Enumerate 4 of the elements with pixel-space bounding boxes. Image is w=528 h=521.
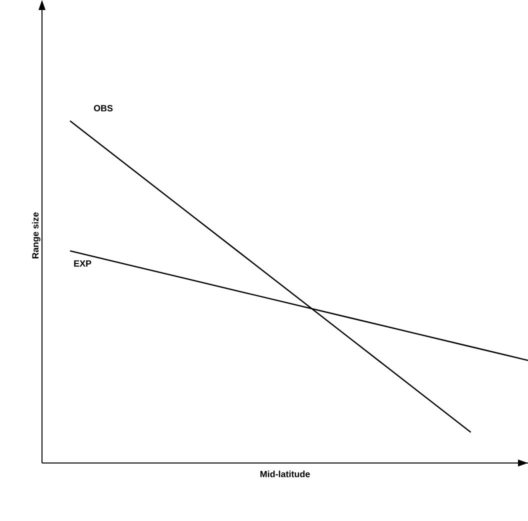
series-label: EXP	[74, 260, 92, 267]
y-axis-title: Range size	[32, 212, 40, 258]
x-axis-title: Mid-latitude	[260, 470, 310, 478]
text: OBS	[94, 105, 113, 112]
